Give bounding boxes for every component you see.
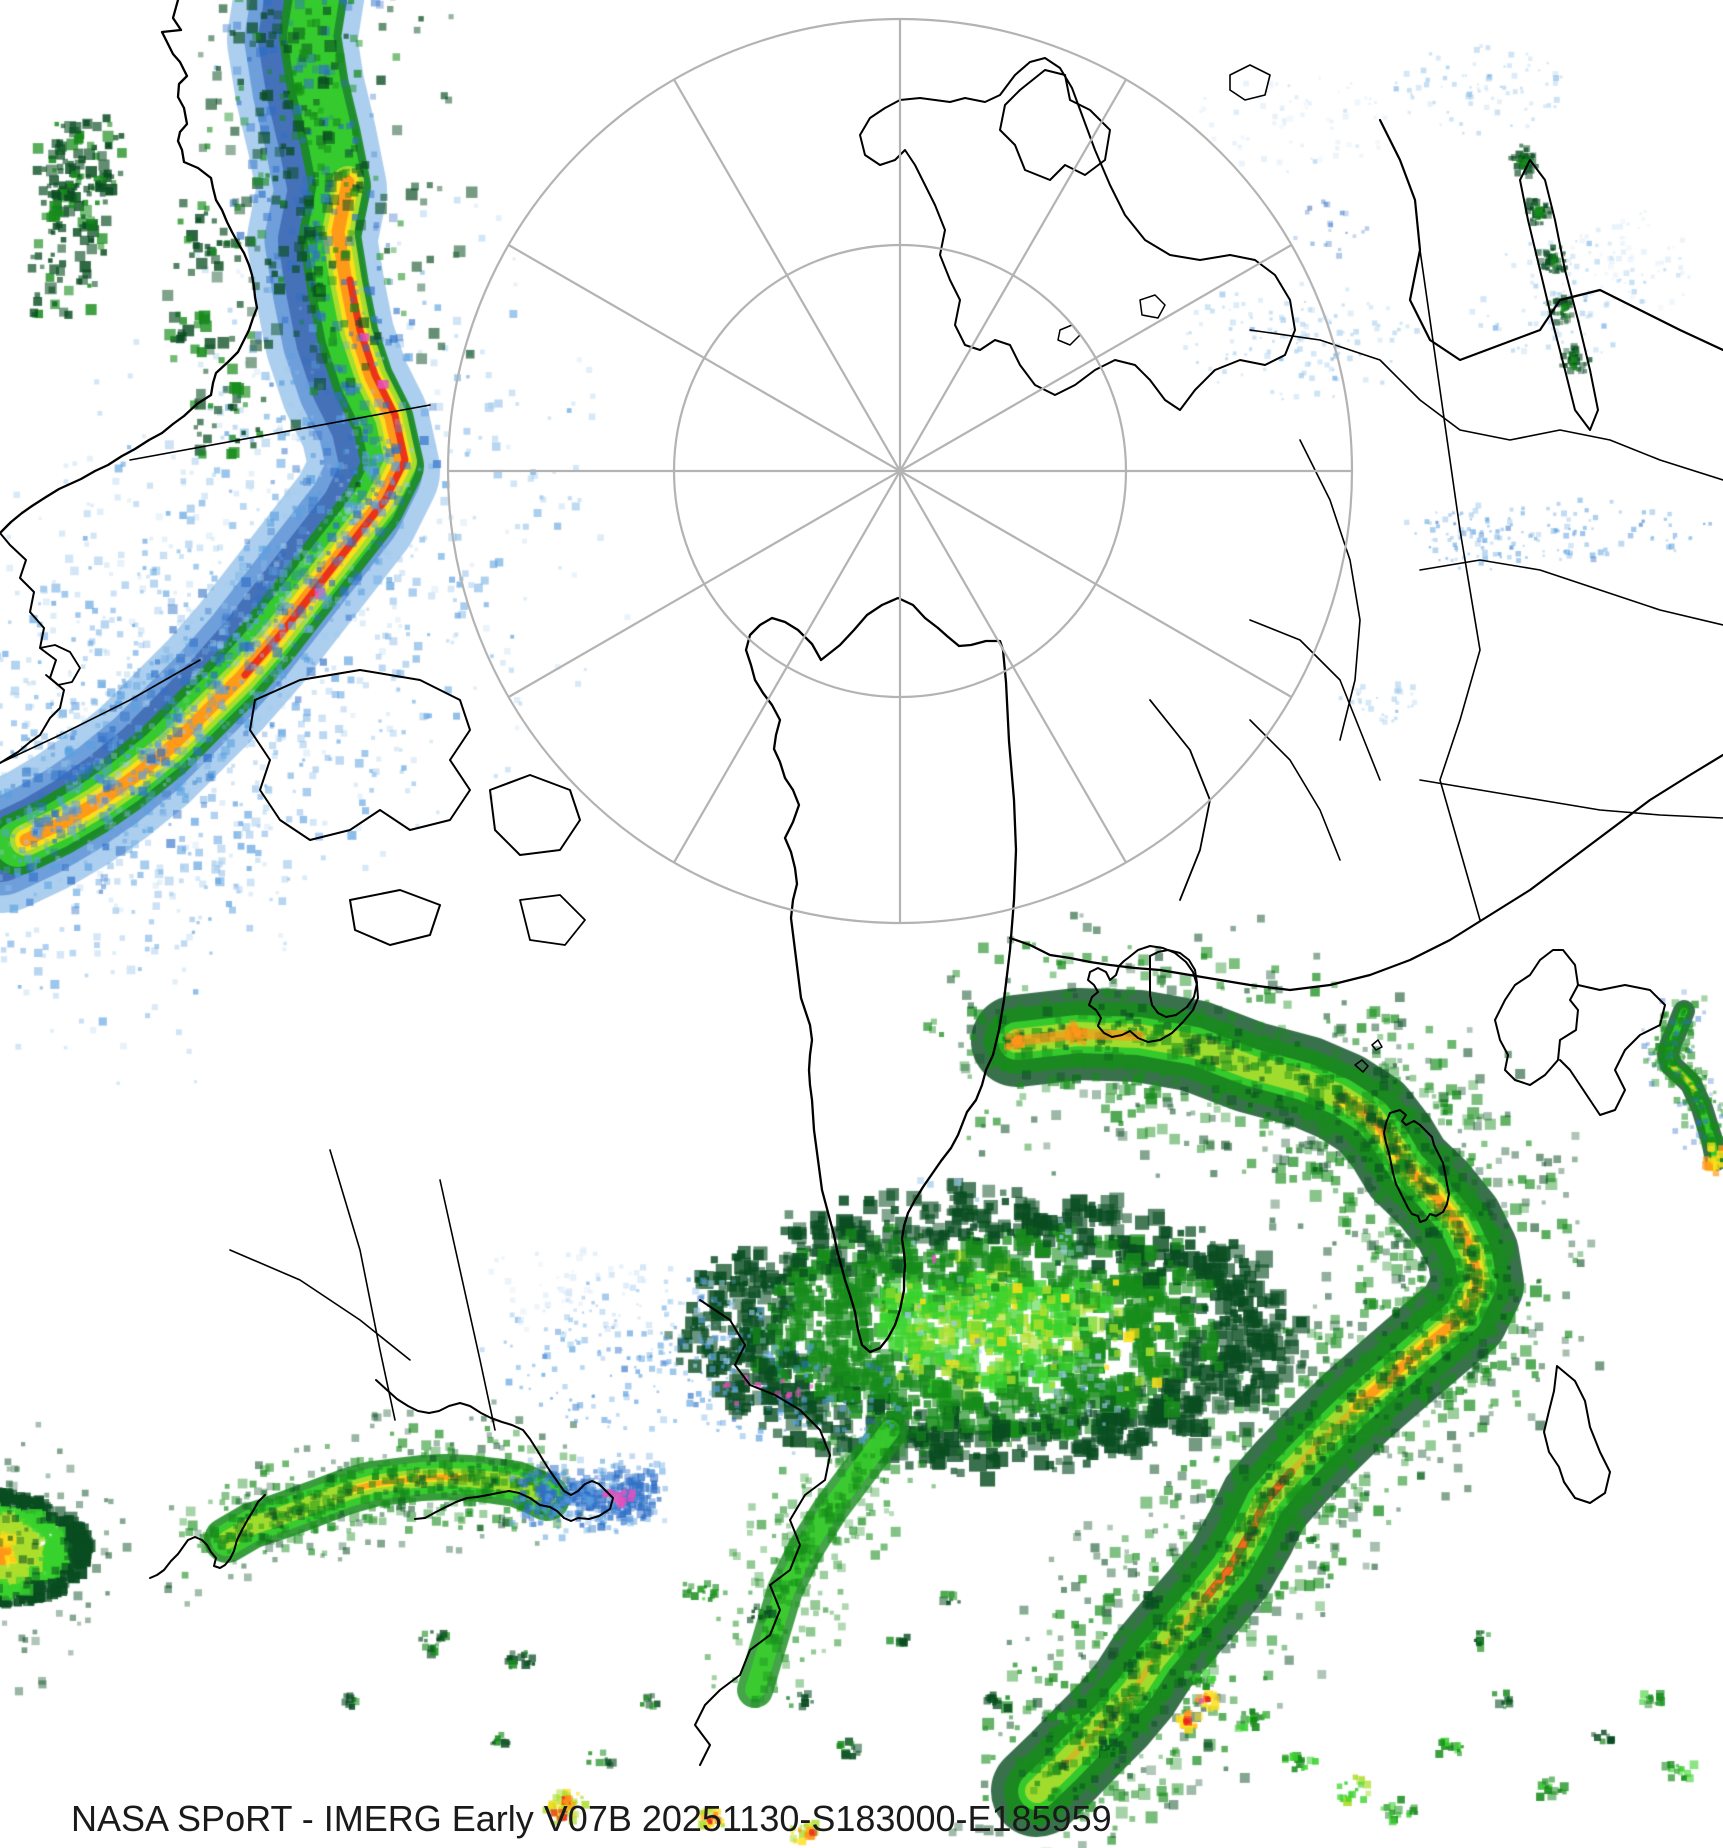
svg-text:NASA SPoRT - IMERG Early V07B: NASA SPoRT - IMERG Early V07B 20251130-S…: [71, 1798, 1112, 1839]
